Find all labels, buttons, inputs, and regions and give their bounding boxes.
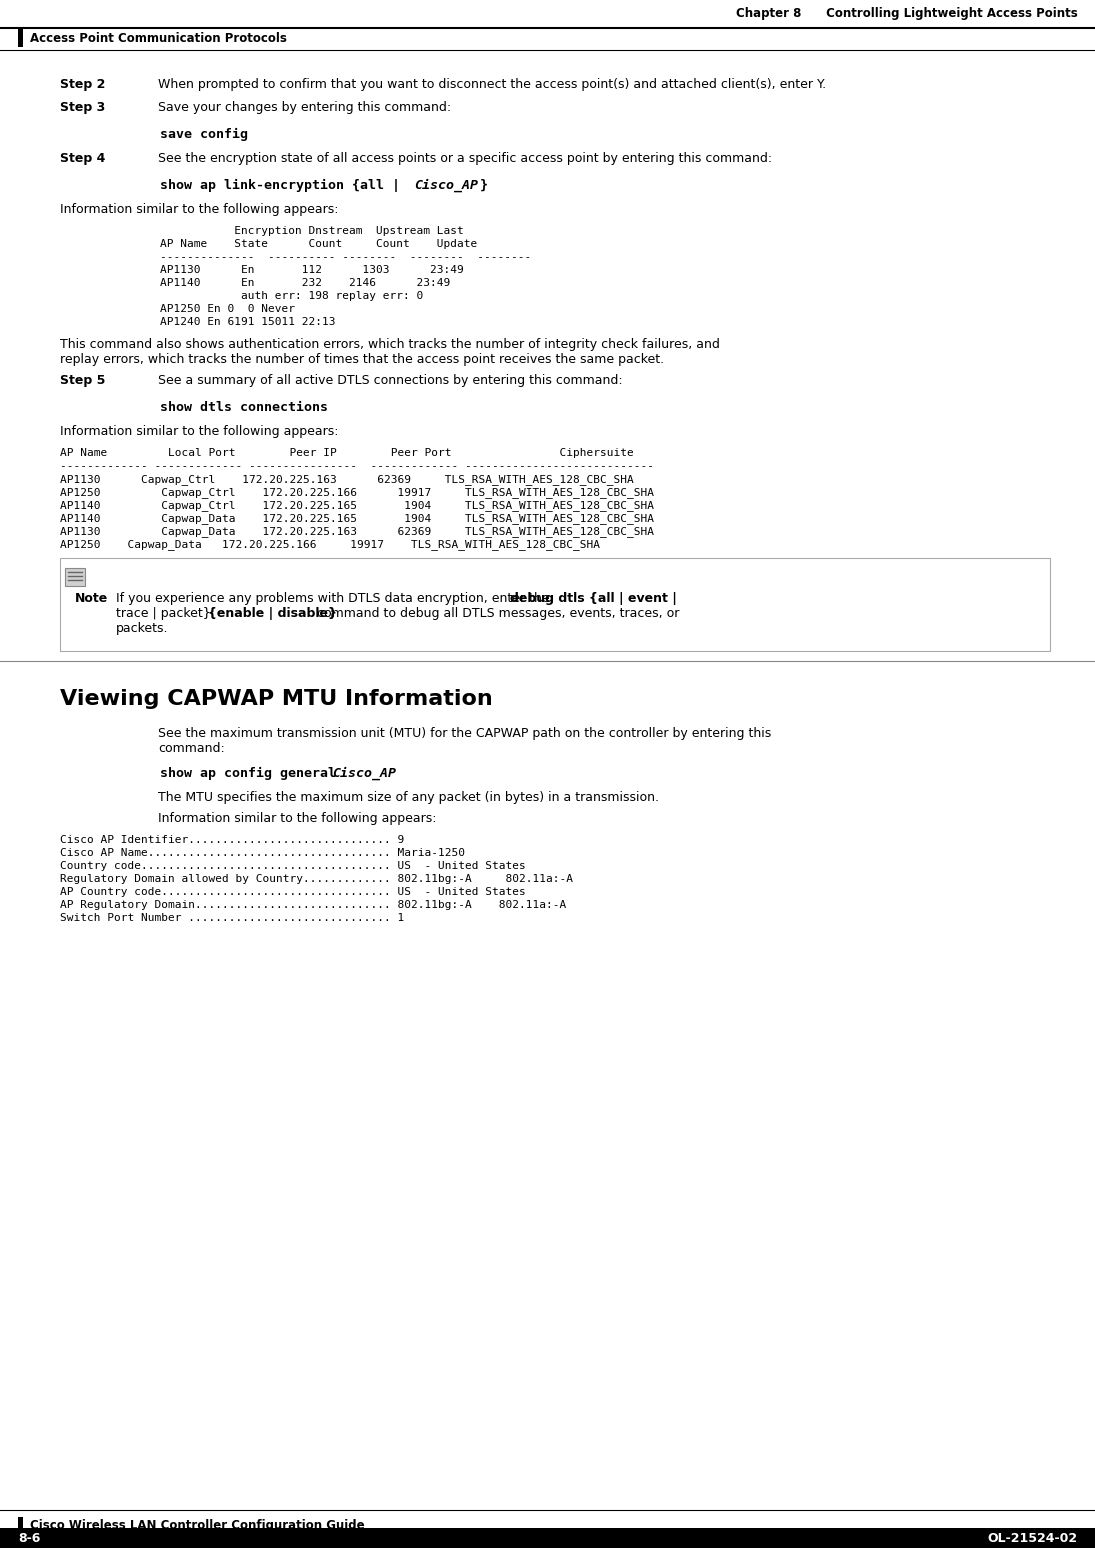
Text: ------------- ------------- ----------------  ------------- --------------------: ------------- ------------- ------------… xyxy=(60,461,654,471)
Text: Save your changes by entering this command:: Save your changes by entering this comma… xyxy=(158,101,451,115)
Text: When prompted to confirm that you want to disconnect the access point(s) and att: When prompted to confirm that you want t… xyxy=(158,77,826,91)
Text: 8-6: 8-6 xyxy=(18,1533,41,1545)
Text: AP1240 En 6191 15011 22:13: AP1240 En 6191 15011 22:13 xyxy=(160,317,335,327)
Text: Cisco_AP: Cisco_AP xyxy=(414,180,479,192)
Text: If you experience any problems with DTLS data encryption, enter the: If you experience any problems with DTLS… xyxy=(116,591,553,605)
Text: Regulatory Domain allowed by Country............. 802.11bg:-A     802.11a:-A: Regulatory Domain allowed by Country....… xyxy=(60,875,573,884)
Text: Switch Port Number .............................. 1: Switch Port Number .....................… xyxy=(60,913,404,923)
Text: Cisco AP Identifier.............................. 9: Cisco AP Identifier.....................… xyxy=(60,834,404,845)
Text: OL-21524-02: OL-21524-02 xyxy=(988,1533,1077,1545)
Text: Access Point Communication Protocols: Access Point Communication Protocols xyxy=(30,31,287,45)
Text: debug dtls {all | event |: debug dtls {all | event | xyxy=(510,591,677,605)
Text: Viewing CAPWAP MTU Information: Viewing CAPWAP MTU Information xyxy=(60,689,493,709)
Text: Cisco Wireless LAN Controller Configuration Guide: Cisco Wireless LAN Controller Configurat… xyxy=(30,1520,365,1533)
Text: Information similar to the following appears:: Information similar to the following app… xyxy=(60,426,338,438)
Text: Country code..................................... US  - United States: Country code............................… xyxy=(60,861,526,872)
Text: AP Regulatory Domain............................. 802.11bg:-A    802.11a:-A: AP Regulatory Domain....................… xyxy=(60,899,566,910)
Text: Step 3: Step 3 xyxy=(60,101,105,115)
Text: replay errors, which tracks the number of times that the access point receives t: replay errors, which tracks the number o… xyxy=(60,353,665,365)
Text: AP1250 En 0  0 Never: AP1250 En 0 0 Never xyxy=(160,303,295,314)
Text: --------------  ---------- --------  --------  --------: -------------- ---------- -------- -----… xyxy=(160,252,531,262)
Text: Information similar to the following appears:: Information similar to the following app… xyxy=(158,813,437,825)
Text: show ap config general: show ap config general xyxy=(160,766,344,780)
Text: show dtls connections: show dtls connections xyxy=(160,401,328,413)
Text: Note: Note xyxy=(74,591,108,605)
Text: AP1130      Capwap_Ctrl    172.20.225.163      62369     TLS_RSA_WITH_AES_128_CB: AP1130 Capwap_Ctrl 172.20.225.163 62369 … xyxy=(60,474,634,485)
Text: AP1140         Capwap_Ctrl    172.20.225.165       1904     TLS_RSA_WITH_AES_128: AP1140 Capwap_Ctrl 172.20.225.165 1904 T… xyxy=(60,500,654,511)
Text: See the encryption state of all access points or a specific access point by ente: See the encryption state of all access p… xyxy=(158,152,772,166)
Bar xyxy=(18,29,23,46)
Bar xyxy=(18,1517,23,1536)
Text: AP Name         Local Port        Peer IP        Peer Port                Cipher: AP Name Local Port Peer IP Peer Port Cip… xyxy=(60,447,634,458)
Text: AP1140      En       232    2146      23:49: AP1140 En 232 2146 23:49 xyxy=(160,279,450,288)
Bar xyxy=(0,1528,1095,1548)
Text: Chapter 8      Controlling Lightweight Access Points: Chapter 8 Controlling Lightweight Access… xyxy=(736,8,1077,20)
Text: {enable | disable}: {enable | disable} xyxy=(208,607,337,621)
Text: AP1130         Capwap_Data    172.20.225.163      62369     TLS_RSA_WITH_AES_128: AP1130 Capwap_Data 172.20.225.163 62369 … xyxy=(60,526,654,537)
Text: AP Country code.................................. US  - United States: AP Country code.........................… xyxy=(60,887,526,896)
Text: trace | packet}: trace | packet} xyxy=(116,607,215,621)
Text: Step 4: Step 4 xyxy=(60,152,105,166)
Text: This command also shows authentication errors, which tracks the number of integr: This command also shows authentication e… xyxy=(60,337,719,351)
Text: The MTU specifies the maximum size of any packet (in bytes) in a transmission.: The MTU specifies the maximum size of an… xyxy=(158,791,659,803)
Text: show ap link-encryption {all |: show ap link-encryption {all | xyxy=(160,180,408,192)
Text: Information similar to the following appears:: Information similar to the following app… xyxy=(60,203,338,217)
Text: AP Name    State      Count     Count    Update: AP Name State Count Count Update xyxy=(160,238,477,249)
Text: AP1140         Capwap_Data    172.20.225.165       1904     TLS_RSA_WITH_AES_128: AP1140 Capwap_Data 172.20.225.165 1904 T… xyxy=(60,512,654,523)
Text: command to debug all DTLS messages, events, traces, or: command to debug all DTLS messages, even… xyxy=(313,607,679,621)
Text: Step 2: Step 2 xyxy=(60,77,105,91)
Text: Step 5: Step 5 xyxy=(60,375,105,387)
Text: Cisco AP Name.................................... Maria-1250: Cisco AP Name...........................… xyxy=(60,848,465,858)
Text: AP1250         Capwap_Ctrl    172.20.225.166      19917     TLS_RSA_WITH_AES_128: AP1250 Capwap_Ctrl 172.20.225.166 19917 … xyxy=(60,488,654,498)
Text: AP1250    Capwap_Data   172.20.225.166     19917    TLS_RSA_WITH_AES_128_CBC_SHA: AP1250 Capwap_Data 172.20.225.166 19917 … xyxy=(60,539,600,550)
Text: auth err: 198 replay err: 0: auth err: 198 replay err: 0 xyxy=(160,291,424,300)
Text: save config: save config xyxy=(160,128,247,141)
Text: See the maximum transmission unit (MTU) for the CAPWAP path on the controller by: See the maximum transmission unit (MTU) … xyxy=(158,728,771,740)
Text: }: } xyxy=(480,180,487,192)
Text: See a summary of all active DTLS connections by entering this command:: See a summary of all active DTLS connect… xyxy=(158,375,623,387)
Text: Cisco_AP: Cisco_AP xyxy=(333,766,396,780)
Text: packets.: packets. xyxy=(116,622,169,635)
Bar xyxy=(65,568,85,587)
Text: AP1130      En       112      1303      23:49: AP1130 En 112 1303 23:49 xyxy=(160,265,464,276)
Text: Encryption Dnstream  Upstream Last: Encryption Dnstream Upstream Last xyxy=(160,226,464,235)
Text: command:: command: xyxy=(158,741,224,755)
